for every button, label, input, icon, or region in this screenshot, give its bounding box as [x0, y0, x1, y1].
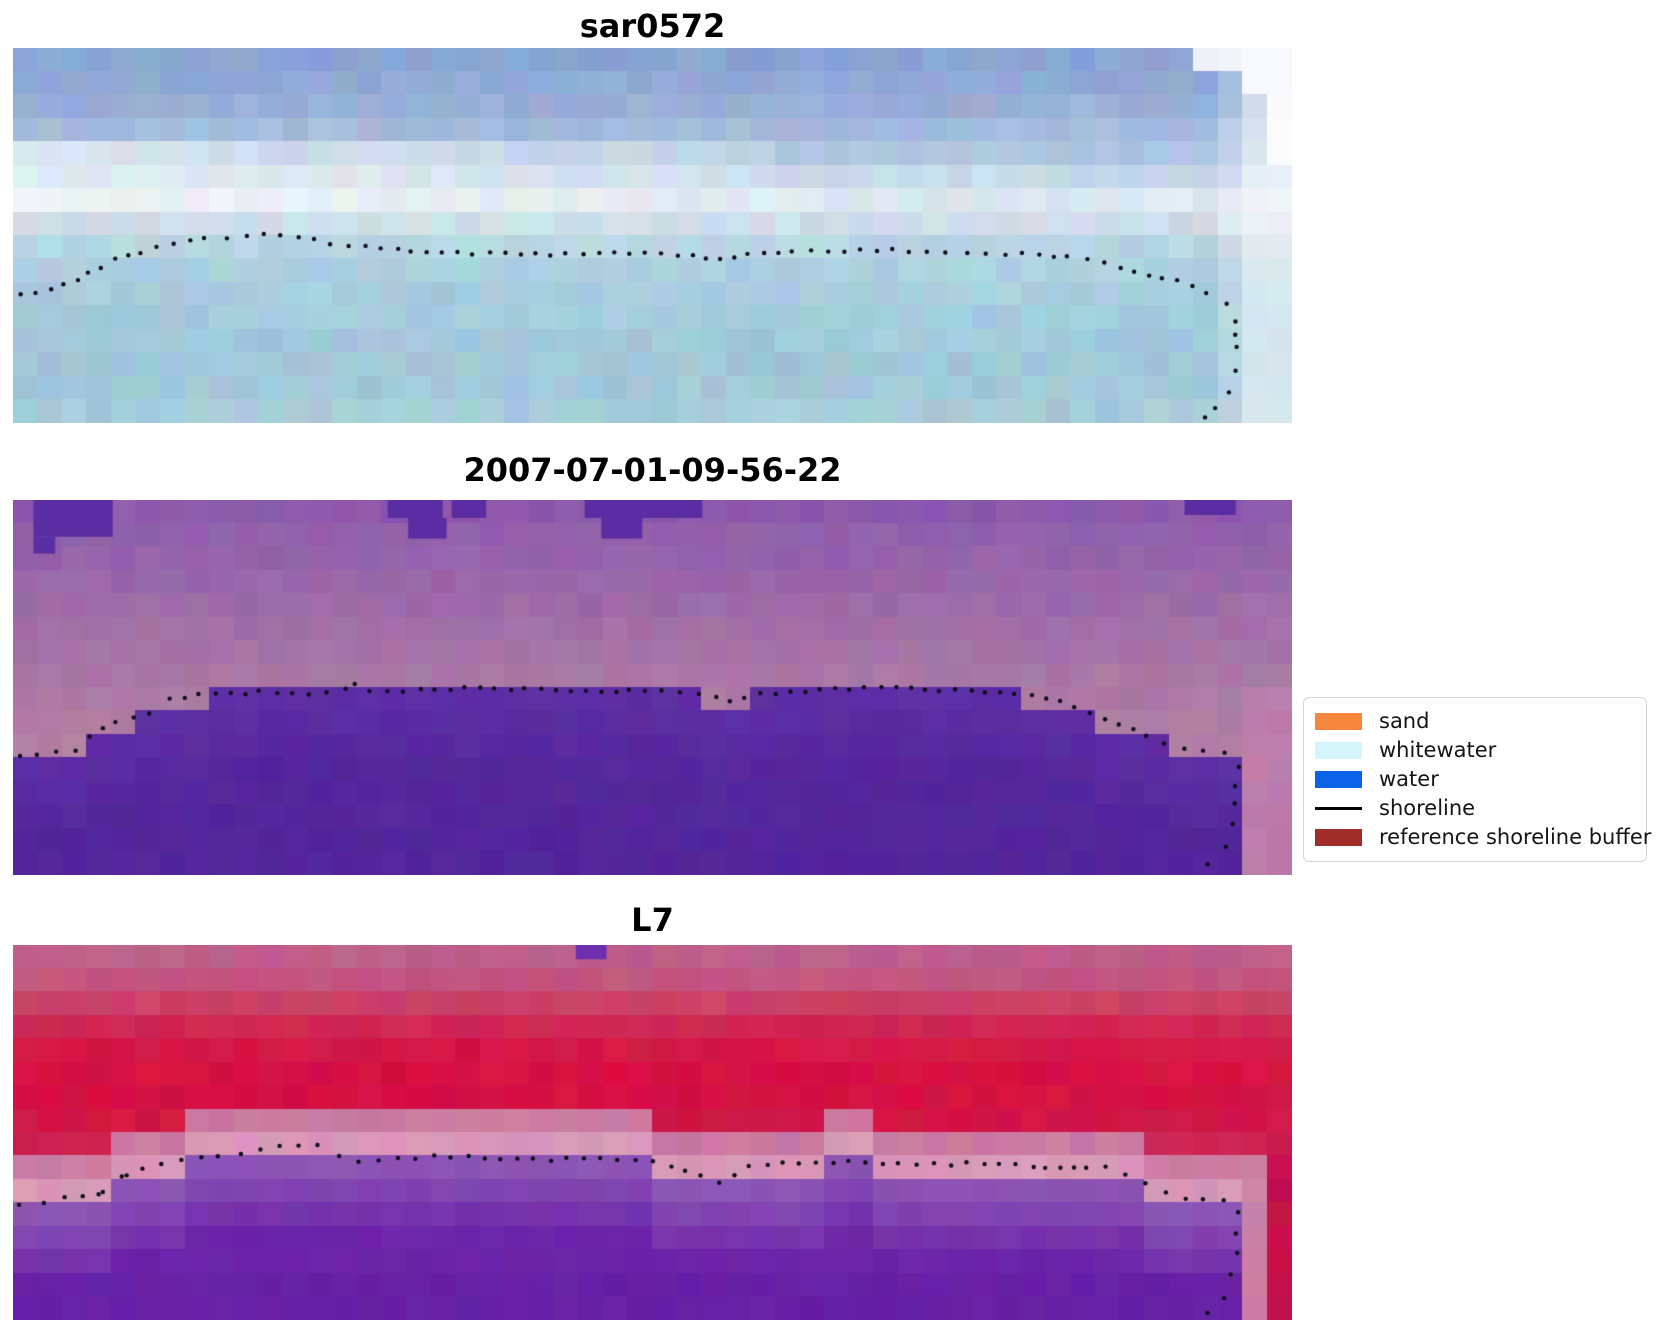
legend: sand whitewater water shoreline reference sh…: [1303, 697, 1651, 862]
legend-swatch-reference-shoreline-buffer: [1315, 829, 1362, 846]
legend-swatch-whitewater: [1315, 742, 1362, 759]
panel-1-title: sar0572: [579, 7, 726, 45]
legend-swatch-water: [1315, 771, 1362, 788]
panel-2-title: 2007-07-01-09-56-22: [463, 451, 842, 489]
legend-label-sand: sand: [1379, 709, 1430, 733]
legend-entry-reference-shoreline-buffer: reference shoreline buffer: [1315, 823, 1651, 852]
panel-3-landsat-image: [13, 945, 1292, 1320]
panel-2-classified-image: [13, 500, 1292, 875]
legend-label-reference-shoreline-buffer: reference shoreline buffer: [1379, 825, 1652, 849]
legend-label-water: water: [1379, 767, 1439, 791]
legend-entry-whitewater: whitewater: [1315, 736, 1634, 765]
legend-entry-water: water: [1315, 765, 1634, 794]
legend-entry-shoreline: shoreline: [1315, 794, 1634, 823]
legend-entry-sand: sand: [1315, 707, 1634, 736]
legend-swatch-sand: [1315, 713, 1362, 730]
legend-label-whitewater: whitewater: [1379, 738, 1497, 762]
panel-3-title: L7: [631, 901, 674, 939]
legend-label-shoreline: shoreline: [1379, 796, 1476, 820]
legend-swatch-shoreline: [1315, 807, 1362, 810]
panel-1-sar-image: [13, 48, 1292, 423]
